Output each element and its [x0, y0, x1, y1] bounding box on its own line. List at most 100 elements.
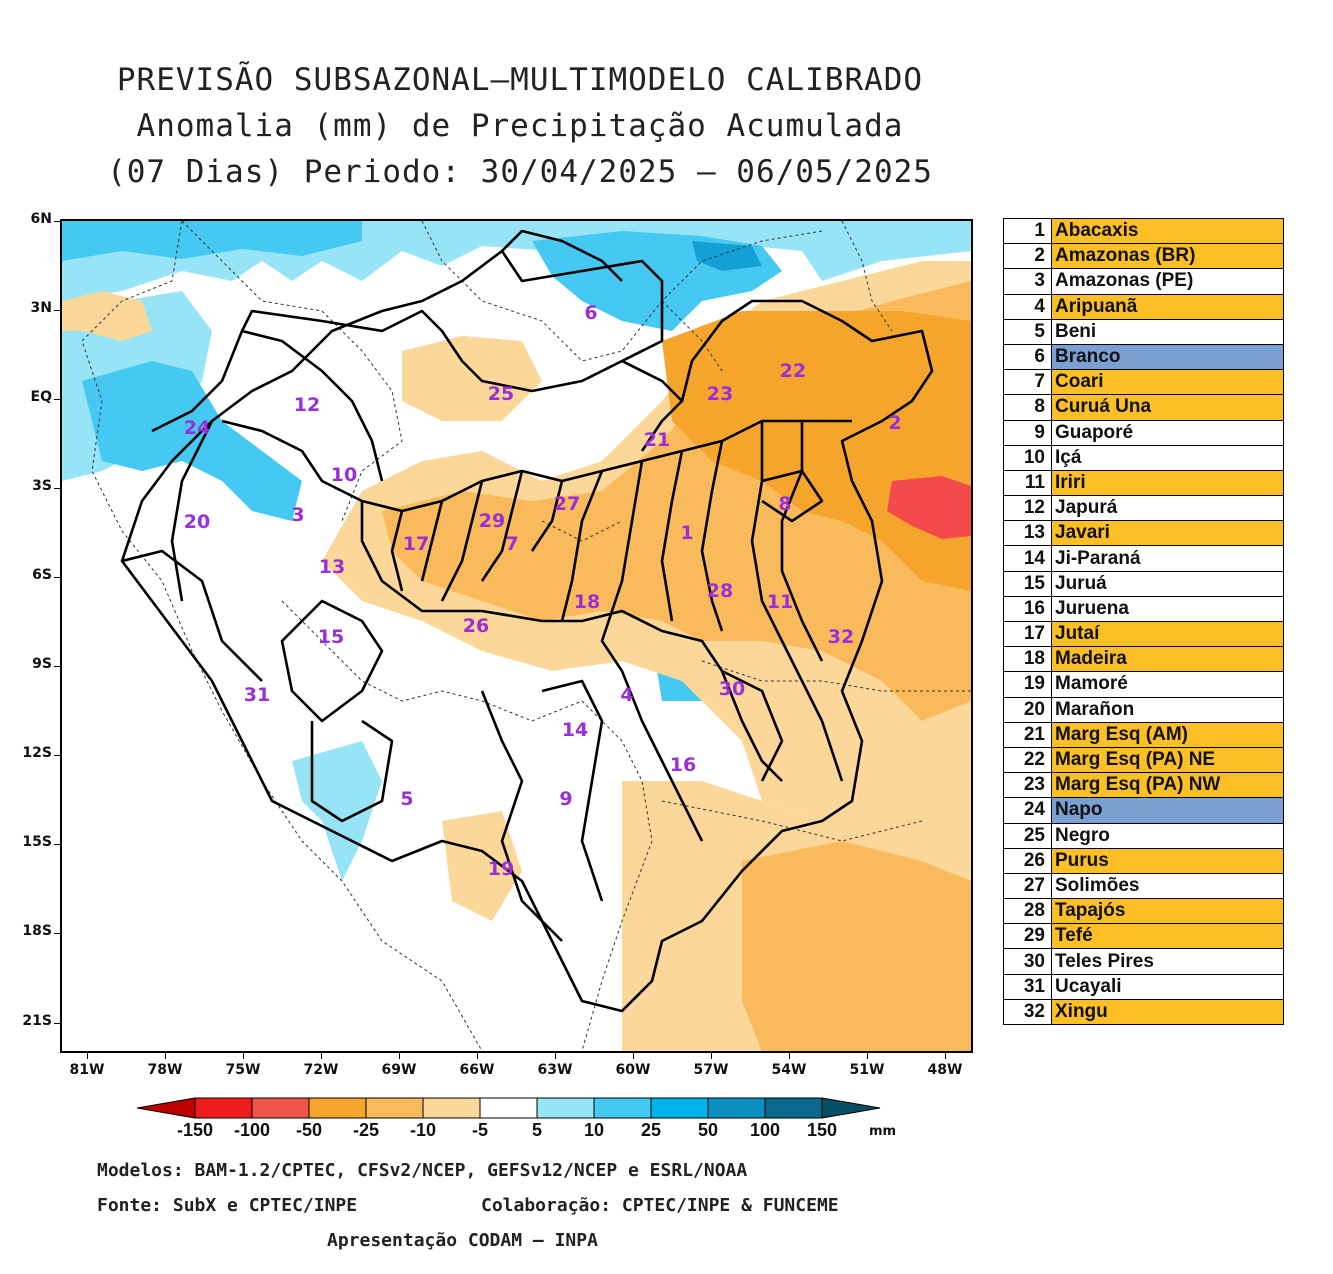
- lat-label-3s: 3S: [32, 478, 52, 494]
- legend-number: 30: [1003, 948, 1052, 975]
- legend-row: 5 Beni: [1003, 318, 1284, 345]
- colorbar-label: 150: [806, 1120, 838, 1140]
- lat-tick: [54, 221, 60, 222]
- legend-basin-name: Javari: [1051, 520, 1284, 547]
- legend-number: 5: [1003, 318, 1052, 345]
- legend-basin-name: Guaporé: [1051, 419, 1284, 446]
- lon-tick: [87, 1053, 88, 1059]
- lon-tick: [321, 1053, 322, 1059]
- lat-label-6n: 6N: [30, 211, 52, 227]
- colorbar-segment: [194, 1097, 253, 1119]
- lon-label-60w: 60W: [615, 1062, 651, 1078]
- basin-label-20: 20: [183, 511, 211, 533]
- legend-basin-name: Iriri: [1051, 469, 1284, 497]
- basin-label-29: 29: [478, 510, 506, 532]
- basin-label-22: 22: [779, 360, 807, 382]
- dry-anomaly-southeast-core: [742, 841, 971, 1051]
- colorbar-segment: [650, 1097, 709, 1119]
- lat-label-9s: 9S: [32, 656, 52, 672]
- lon-label-69w: 69W: [381, 1062, 417, 1078]
- legend-row: 31 Ucayali: [1003, 973, 1284, 1000]
- lat-tick: [54, 399, 60, 400]
- legend-row: 14 Ji-Paraná: [1003, 545, 1284, 572]
- legend-row: 26 Purus: [1003, 847, 1284, 874]
- colorbar-segment: [422, 1097, 481, 1119]
- lon-label-66w: 66W: [459, 1062, 495, 1078]
- lon-label-75w: 75W: [225, 1062, 261, 1078]
- colorbar-unit: mm: [869, 1124, 897, 1139]
- legend-basin-name: Tefé: [1051, 923, 1284, 950]
- lon-tick: [633, 1053, 634, 1059]
- legend-number: 27: [1003, 872, 1052, 900]
- basin-label-30: 30: [718, 678, 746, 700]
- dry-anomaly-east: [662, 311, 971, 591]
- colorbar-label: -25: [352, 1120, 380, 1140]
- legend-row: 21 Marg Esq (AM): [1003, 721, 1284, 748]
- legend-basin-name: Xingu: [1051, 998, 1284, 1026]
- basin-label-16: 16: [669, 754, 697, 776]
- lat-tick: [54, 310, 60, 311]
- colorbar-segment: [593, 1097, 652, 1119]
- legend-row: 6 Branco: [1003, 343, 1284, 371]
- colorbar-label: 5: [531, 1120, 543, 1140]
- legend-row: 17 Jutaí: [1003, 620, 1284, 648]
- lon-label-78w: 78W: [147, 1062, 183, 1078]
- credit-collaboration: Colaboração: CPTEC/INPE & FUNCEME: [481, 1195, 839, 1216]
- legend-row: 30 Teles Pires: [1003, 948, 1284, 975]
- lon-label-63w: 63W: [537, 1062, 573, 1078]
- legend-basin-name: Marg Esq (AM): [1051, 721, 1284, 748]
- colorbar-segment: [251, 1097, 310, 1119]
- legend-row: 16 Juruena: [1003, 595, 1284, 623]
- legend-row: 8 Curuá Una: [1003, 394, 1284, 421]
- basin-label-5: 5: [400, 788, 414, 810]
- wet-anomaly-branco-core: [692, 241, 762, 271]
- colorbar-segment: [365, 1097, 424, 1119]
- basin-label-2: 2: [888, 412, 902, 434]
- legend-basin-name: Aripuanã: [1051, 293, 1284, 320]
- lat-label-3n: 3N: [30, 300, 52, 316]
- basin-label-25: 25: [487, 383, 515, 405]
- legend-number: 12: [1003, 495, 1052, 522]
- basin-label-24: 24: [183, 417, 211, 439]
- basin-label-26: 26: [462, 615, 490, 637]
- legend-basin-name: Ucayali: [1051, 973, 1284, 1000]
- colorbar-label: 10: [583, 1120, 605, 1140]
- legend-number: 17: [1003, 620, 1052, 648]
- legend-row: 3 Amazonas (PE): [1003, 268, 1284, 295]
- basin-label-1: 1: [680, 522, 694, 544]
- colorbar-label: 25: [640, 1120, 662, 1140]
- lat-tick: [54, 1023, 60, 1024]
- dry-anomaly-negro: [402, 336, 542, 421]
- lon-label-48w: 48W: [927, 1062, 963, 1078]
- legend-row: 27 Solimões: [1003, 872, 1284, 900]
- legend-row: 1 Abacaxis: [1003, 217, 1284, 245]
- dry-anomaly-red: [887, 476, 971, 539]
- lon-label-72w: 72W: [303, 1062, 339, 1078]
- legend-row: 29 Tefé: [1003, 923, 1284, 950]
- basin-label-3: 3: [291, 504, 305, 526]
- legend-row: 12 Japurá: [1003, 495, 1284, 522]
- legend-basin-name: Beni: [1051, 318, 1284, 345]
- legend-row: 13 Javari: [1003, 520, 1284, 547]
- legend-number: 28: [1003, 898, 1052, 925]
- legend-number: 7: [1003, 369, 1052, 396]
- basin-label-10: 10: [330, 464, 358, 486]
- legend-number: 16: [1003, 595, 1052, 623]
- wet-anomaly-north-core: [62, 221, 362, 261]
- colorbar-arrow-right: [821, 1097, 881, 1119]
- lon-tick: [477, 1053, 478, 1059]
- legend-row: 7 Coari: [1003, 369, 1284, 396]
- basin-label-27: 27: [553, 493, 581, 515]
- lon-tick: [165, 1053, 166, 1059]
- lat-label-18s: 18S: [22, 923, 52, 939]
- legend-number: 23: [1003, 772, 1052, 799]
- legend-number: 24: [1003, 797, 1052, 824]
- lat-tick: [54, 755, 60, 756]
- colorbar-label: -150: [176, 1120, 214, 1140]
- lat-label-21s: 21S: [22, 1013, 52, 1029]
- legend-basin-name: Içá: [1051, 444, 1284, 471]
- legend-number: 11: [1003, 469, 1052, 497]
- legend-row: 20 Marañon: [1003, 696, 1284, 723]
- colorbar-segment: [479, 1097, 538, 1119]
- legend-row: 2 Amazonas (BR): [1003, 243, 1284, 270]
